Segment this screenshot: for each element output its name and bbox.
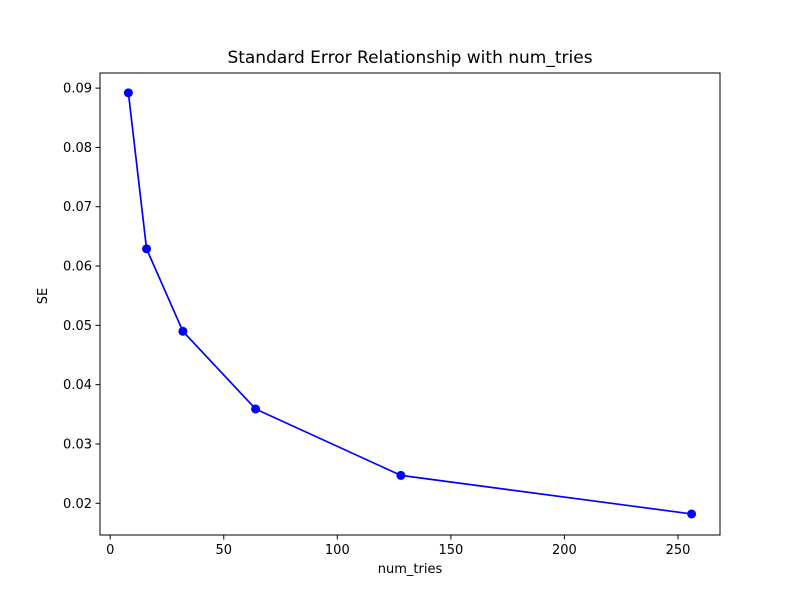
y-axis-ticks: 0.02 0.03 0.04 0.05 0.06 0.07 0.08 0.09	[63, 82, 100, 512]
y-tick-label: 0.07	[63, 200, 92, 215]
x-axis-label: num_tries	[378, 562, 443, 577]
data-point	[142, 244, 152, 254]
x-tick-label: 150	[438, 543, 463, 558]
chart-title: Standard Error Relationship with num_tri…	[227, 48, 592, 68]
y-tick-label: 0.09	[63, 82, 92, 97]
y-tick-label: 0.03	[63, 437, 92, 452]
x-tick-label: 0	[106, 543, 114, 558]
y-tick-label: 0.08	[63, 141, 92, 156]
y-tick-label: 0.04	[63, 378, 92, 393]
y-axis-label: SE	[36, 288, 51, 304]
x-tick-label: 250	[666, 543, 691, 558]
plot-area	[99, 72, 721, 536]
x-tick-label: 100	[325, 543, 350, 558]
plot-line	[127, 92, 693, 515]
data-point	[123, 88, 133, 98]
x-tick-label: 200	[552, 543, 577, 558]
data-point	[178, 326, 188, 336]
y-tick-label: 0.06	[63, 260, 92, 275]
y-tick-label: 0.02	[63, 497, 92, 512]
x-tick-label: 50	[215, 543, 232, 558]
data-point	[396, 470, 406, 480]
data-point	[687, 509, 697, 519]
data-series	[123, 88, 697, 519]
y-tick-label: 0.05	[63, 319, 92, 334]
data-point	[251, 404, 261, 414]
x-axis-ticks: 0 50 100 150 200 250	[106, 535, 690, 558]
